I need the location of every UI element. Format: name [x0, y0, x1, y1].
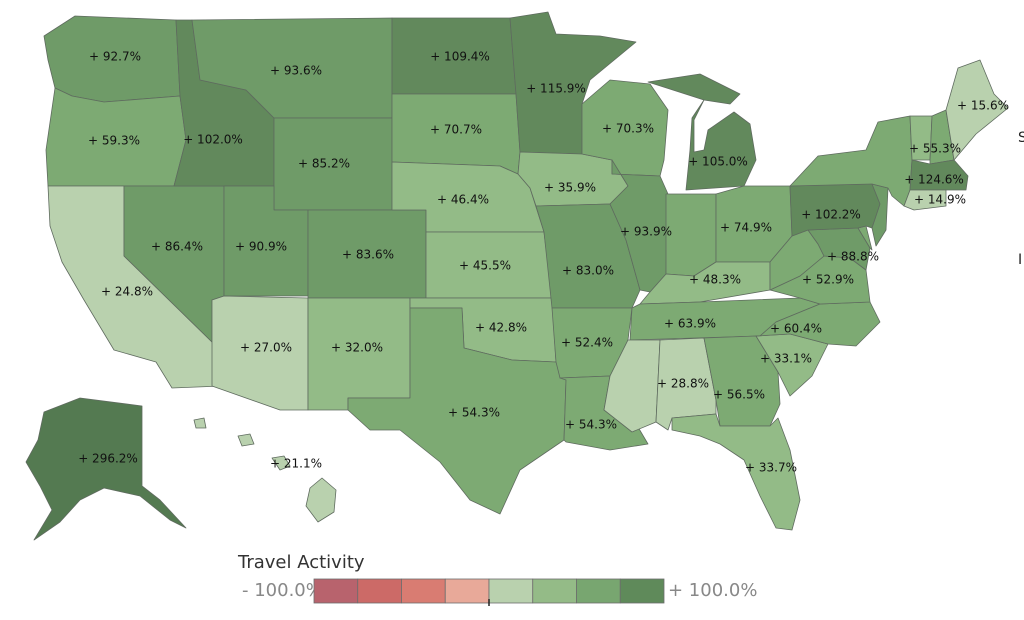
legend-min-label: - 100.0% — [242, 580, 323, 601]
legend-max-label: + 100.0% — [668, 580, 757, 601]
legend-swatch-7 — [576, 578, 621, 604]
value-label-tn: + 63.9% — [664, 317, 716, 331]
state-IL[interactable] — [609, 159, 669, 293]
hi-island-kauai — [193, 417, 207, 429]
value-label-ne: + 46.4% — [437, 193, 489, 207]
value-label-wi: + 70.3% — [602, 122, 654, 136]
hi-island-maui — [271, 455, 291, 471]
value-label-ga: + 56.5% — [713, 388, 765, 402]
value-label-ut: + 90.9% — [235, 240, 287, 254]
value-label-al: + 28.8% — [657, 377, 709, 391]
value-label-az: + 27.0% — [240, 341, 292, 355]
edge-text-fragment-1: S — [1018, 130, 1024, 146]
state-ME[interactable] — [945, 59, 1009, 161]
state-IN[interactable] — [665, 193, 717, 277]
value-label-mo: + 83.0% — [562, 264, 614, 278]
value-label-nc: + 60.4% — [770, 322, 822, 336]
value-label-ct: + 14.9% — [914, 193, 966, 207]
value-label-il: + 93.9% — [620, 225, 672, 239]
edge-text-fragment-2: I — [1018, 252, 1022, 268]
value-label-or: + 59.3% — [88, 134, 140, 148]
value-label-va: + 52.9% — [802, 273, 854, 287]
value-label-tx: + 54.3% — [448, 406, 500, 420]
value-label-ar: + 52.4% — [561, 336, 613, 350]
value-label-pa: + 102.2% — [801, 208, 861, 222]
state-HI[interactable] — [305, 477, 337, 523]
states-layer — [25, 11, 1009, 541]
value-label-la: + 54.3% — [565, 418, 617, 432]
legend: Travel Activity - 100.0% + 100.0% — [237, 552, 757, 606]
value-label-me: + 15.6% — [957, 99, 1009, 113]
state-FL[interactable] — [671, 413, 801, 531]
value-label-ky: + 48.3% — [689, 273, 741, 287]
value-label-nm: + 32.0% — [331, 341, 383, 355]
value-label-nd: + 109.4% — [430, 50, 490, 64]
legend-swatch-2 — [357, 578, 402, 604]
value-label-fl: + 33.7% — [745, 461, 797, 475]
state-AK[interactable] — [25, 397, 187, 541]
legend-swatch-6 — [532, 578, 577, 604]
value-label-ks: + 45.5% — [459, 259, 511, 273]
value-label-wy: + 85.2% — [298, 157, 350, 171]
value-label-ia: + 35.9% — [544, 181, 596, 195]
state-MI[interactable] — [647, 73, 757, 191]
value-label-ca: + 24.8% — [101, 285, 153, 299]
value-label-co: + 83.6% — [342, 248, 394, 262]
state-CT[interactable] — [903, 189, 947, 211]
state-MN[interactable] — [509, 11, 637, 155]
value-label-id: + 102.0% — [183, 133, 243, 147]
state-TX[interactable] — [347, 307, 567, 515]
state-WI[interactable] — [581, 79, 669, 177]
value-label-oh: + 74.9% — [720, 221, 772, 235]
legend-title: Travel Activity — [237, 552, 365, 573]
legend-swatches — [313, 578, 665, 606]
legend-swatch-8 — [619, 578, 665, 604]
legend-swatch-3 — [401, 578, 446, 604]
value-label-sc: + 33.1% — [760, 352, 812, 366]
value-label-sd: + 70.7% — [430, 123, 482, 137]
value-label-mn: + 115.9% — [526, 82, 586, 96]
value-label-ma: + 124.6% — [904, 173, 964, 187]
value-label-hi: + 21.1% — [270, 457, 322, 471]
legend-swatch-5 — [488, 578, 534, 604]
value-label-mi: + 105.0% — [688, 155, 748, 169]
value-label-nh: + 55.3% — [909, 142, 961, 156]
state-NC[interactable] — [755, 301, 881, 347]
legend-swatch-1 — [313, 578, 359, 604]
state-value-labels: + 92.7% + 59.3% + 24.8% + 86.4% + 102.0% + 93… — [78, 50, 1009, 475]
value-label-wa: + 92.7% — [89, 50, 141, 64]
hi-island-oahu — [237, 433, 255, 447]
value-label-mt: + 93.6% — [270, 64, 322, 78]
value-label-nv: + 86.4% — [151, 240, 203, 254]
value-label-md: + 88.8% — [827, 250, 879, 264]
state-HI[interactable] — [193, 417, 337, 523]
value-label-ok: + 42.8% — [475, 321, 527, 335]
value-label-ak: + 296.2% — [78, 452, 138, 466]
legend-swatch-4 — [444, 578, 490, 604]
